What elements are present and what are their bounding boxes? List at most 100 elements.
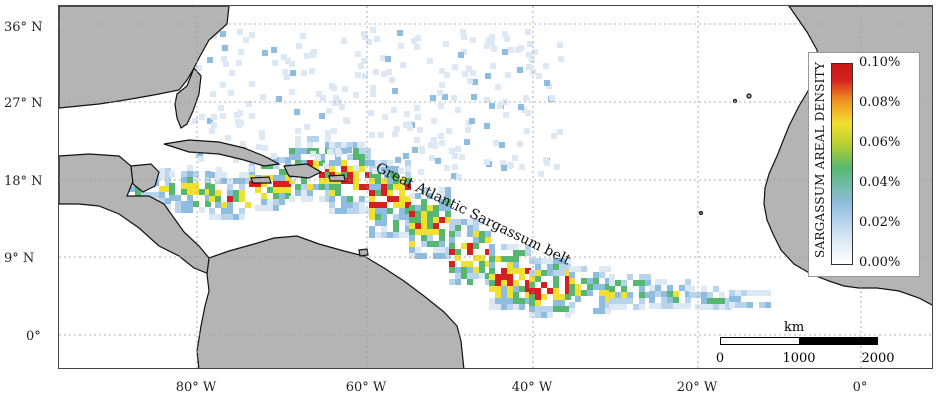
density-cell	[449, 231, 455, 237]
density-cell	[227, 178, 233, 184]
density-cell	[316, 91, 322, 97]
density-cell	[211, 114, 217, 120]
density-cell	[359, 154, 365, 160]
density-cell	[526, 64, 532, 70]
density-cell	[271, 47, 277, 53]
density-cell	[439, 217, 445, 223]
density-cell	[464, 139, 470, 145]
density-cell	[735, 296, 741, 302]
density-cell	[236, 60, 242, 66]
density-cell	[518, 104, 524, 110]
density-cell	[455, 273, 461, 279]
density-cell	[599, 308, 605, 314]
density-cell	[414, 137, 420, 143]
density-cell	[609, 298, 615, 304]
density-cell	[273, 205, 279, 211]
density-cell	[187, 195, 193, 201]
density-cell	[467, 249, 473, 255]
density-cell	[342, 86, 348, 92]
density-cell	[353, 154, 359, 160]
density-cell	[285, 181, 291, 187]
density-cell	[248, 166, 254, 172]
density-cell	[605, 284, 611, 290]
density-cell	[649, 291, 655, 297]
density-cell	[497, 103, 503, 109]
density-cell	[285, 193, 291, 199]
density-cell	[417, 127, 423, 133]
density-cell	[639, 286, 645, 292]
density-cell	[575, 284, 581, 290]
density-cell	[439, 253, 445, 259]
density-cell	[673, 297, 679, 303]
lat-label-18n: 18° N	[4, 174, 43, 189]
density-cell	[261, 205, 267, 211]
density-cell	[553, 276, 559, 282]
density-cell	[551, 133, 557, 139]
density-cell	[575, 266, 581, 272]
density-cell	[513, 304, 519, 310]
density-cell	[372, 168, 378, 174]
density-cell	[495, 298, 501, 304]
density-cell	[215, 196, 221, 202]
density-cell	[639, 304, 645, 310]
density-cell	[725, 304, 731, 310]
density-cell	[370, 27, 376, 33]
density-cell	[279, 199, 285, 205]
density-cell	[547, 288, 553, 294]
legend-tick-0-06: 0.06%	[859, 135, 901, 150]
density-cell	[558, 56, 564, 62]
density-cell	[507, 262, 513, 268]
density-cell	[323, 163, 329, 169]
density-cell	[689, 292, 695, 298]
density-cell	[400, 62, 406, 68]
density-cell	[256, 144, 262, 150]
density-cell	[501, 286, 507, 292]
density-cell	[427, 229, 433, 235]
density-cell	[335, 142, 341, 148]
density-cell	[609, 274, 615, 280]
density-cell	[489, 244, 495, 250]
density-cell	[455, 267, 461, 273]
density-cell	[489, 298, 495, 304]
density-cell	[489, 280, 495, 286]
density-cell	[407, 125, 413, 131]
density-cell	[470, 70, 476, 76]
density-cell	[525, 268, 531, 274]
density-cell	[359, 148, 365, 154]
density-cell	[431, 137, 437, 143]
density-cell	[301, 190, 307, 196]
density-cell	[765, 290, 771, 296]
density-cell	[273, 193, 279, 199]
density-cell	[393, 184, 399, 190]
density-cell	[335, 160, 341, 166]
density-cell	[387, 160, 393, 166]
density-cell	[325, 190, 331, 196]
density-cell	[479, 237, 485, 243]
density-cell	[559, 270, 565, 276]
density-cell	[427, 58, 433, 64]
map-frame[interactable]	[58, 5, 933, 369]
density-cell	[661, 297, 667, 303]
density-cell	[307, 196, 313, 202]
density-cell	[375, 190, 381, 196]
density-cell	[341, 142, 347, 148]
density-cell	[587, 278, 593, 284]
density-cell	[246, 101, 252, 107]
density-cell	[609, 286, 615, 292]
density-cell	[301, 196, 307, 202]
density-cell	[605, 290, 611, 296]
density-cell	[205, 183, 211, 189]
density-cell	[554, 164, 560, 170]
density-cell	[393, 166, 399, 172]
density-cell	[359, 160, 365, 166]
density-cell	[484, 123, 490, 129]
density-cell	[461, 219, 467, 225]
density-cell	[735, 290, 741, 296]
density-cell	[375, 172, 381, 178]
density-cell	[215, 190, 221, 196]
density-cell	[649, 285, 655, 291]
density-cell	[569, 272, 575, 278]
density-cell	[513, 292, 519, 298]
density-cell	[599, 302, 605, 308]
density-cell	[387, 184, 393, 190]
